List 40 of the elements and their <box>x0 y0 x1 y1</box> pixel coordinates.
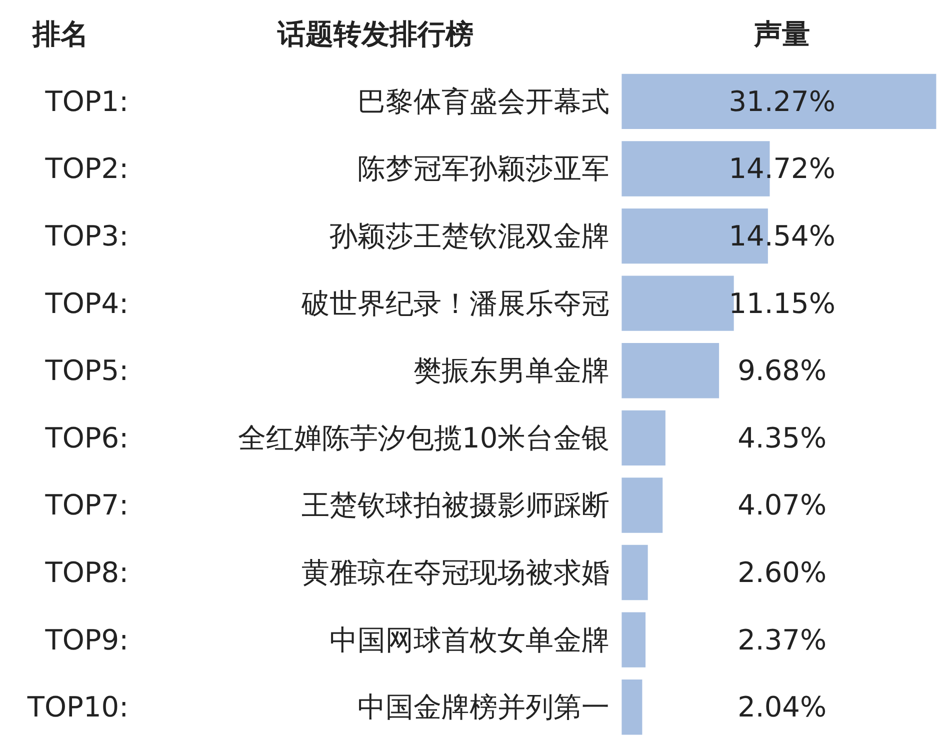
y-tick-label: 孙颖莎王楚钦混双金牌 <box>330 220 610 253</box>
text: TOP10: <box>26 690 129 724</box>
data-label: 31.27% <box>728 84 836 118</box>
bar <box>622 478 663 533</box>
data-label: 11.15% <box>728 286 836 320</box>
text: TOP2: <box>44 152 129 186</box>
y-tick-label: 全红婵陈芋汐包揽10米台金银 <box>238 421 610 454</box>
bar <box>622 410 666 466</box>
data-label: 2.37% <box>738 623 827 656</box>
data-label: 9.68% <box>738 354 827 388</box>
text: 声量 <box>753 18 810 51</box>
y-tick-label: 王楚钦球拍被摄影师踩断 <box>302 488 610 522</box>
text: TOP5: <box>44 354 129 388</box>
text: 话题转发排行榜 <box>276 18 474 51</box>
text: TOP7: <box>44 488 129 522</box>
text: TOP9: <box>44 623 129 656</box>
data-label: 14.72% <box>728 152 836 186</box>
y-tick-label: 中国金牌榜并列第一 <box>358 690 610 724</box>
text: TOP6: <box>44 421 129 454</box>
y-tick-label: 陈梦冠军孙颖莎亚军 <box>358 152 610 186</box>
text: 排名 <box>32 18 88 51</box>
data-label: 2.60% <box>738 556 827 590</box>
text: TOP1: <box>44 84 129 118</box>
y-tick-label: 巴黎体育盛会开幕式 <box>358 84 610 118</box>
text: TOP3: <box>44 220 129 253</box>
bar <box>622 343 720 398</box>
bar <box>622 544 648 600</box>
text: TOP8: <box>44 556 129 590</box>
bar <box>622 74 936 130</box>
text: TOP4: <box>44 286 129 320</box>
data-label: 4.35% <box>738 421 827 454</box>
data-label: 4.07% <box>738 488 827 522</box>
y-tick-label: 黄雅琼在夺冠现场被求婚 <box>302 556 610 590</box>
y-tick-label: 樊振东男单金牌 <box>414 354 610 388</box>
y-tick-label: 中国网球首枚女单金牌 <box>330 623 610 656</box>
y-tick-label: 破世界纪录！潘展乐夺冠 <box>300 286 610 320</box>
data-label: 14.54% <box>728 220 836 253</box>
data-label: 2.04% <box>738 690 827 724</box>
bar <box>622 680 642 735</box>
bar <box>622 612 646 668</box>
